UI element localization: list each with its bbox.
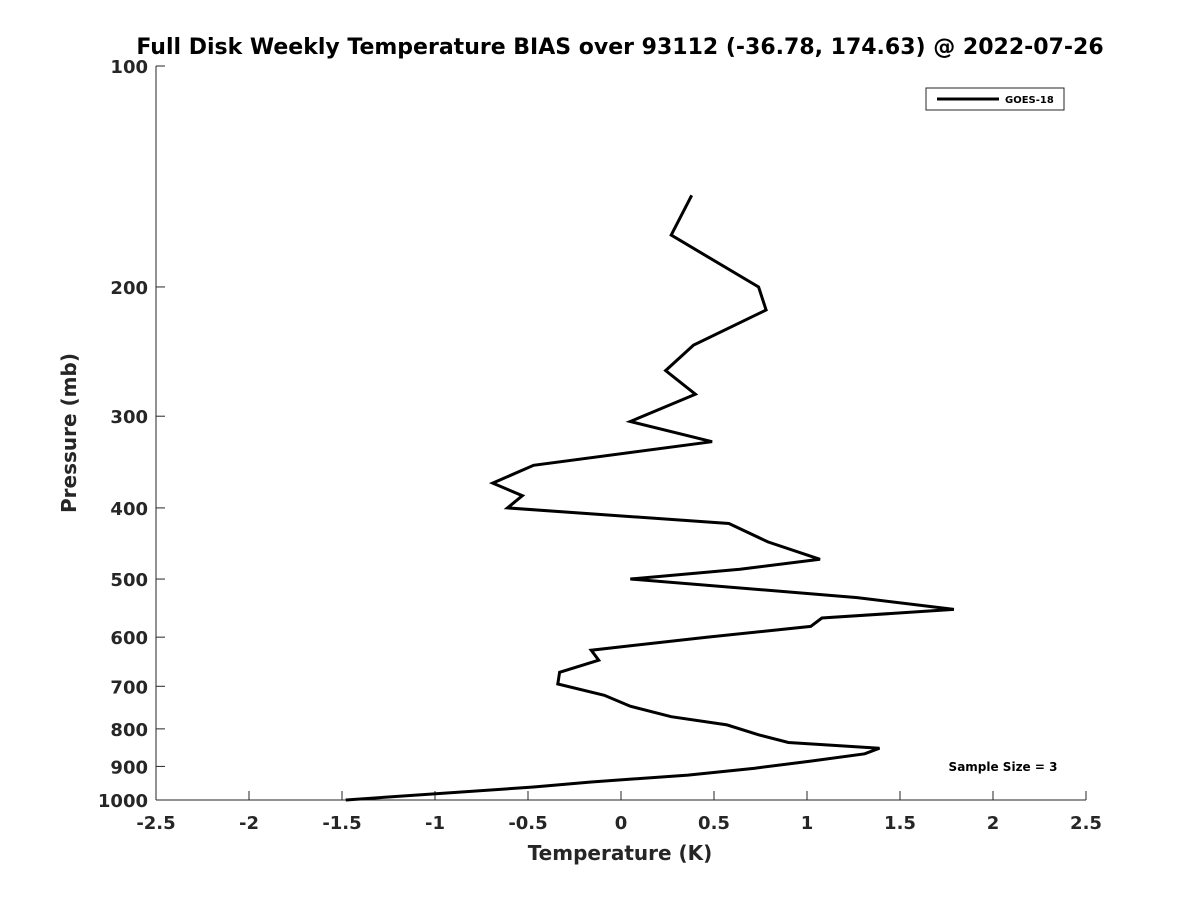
x-tick-label: 2.5 (1070, 813, 1102, 834)
x-tick-label: 2 (987, 813, 1000, 834)
y-tick-label: 100 (110, 57, 148, 78)
y-tick-label: 800 (110, 720, 148, 741)
x-tick-label: 1.5 (884, 813, 916, 834)
y-tick-label: 1000 (98, 791, 148, 812)
x-tick-label: -1.5 (322, 813, 361, 834)
y-tick-label: 900 (110, 757, 148, 778)
x-tick-label: -1 (425, 813, 445, 834)
chart-title: Full Disk Weekly Temperature BIAS over 9… (136, 35, 1103, 60)
y-tick-label: 300 (110, 407, 148, 428)
series-line-goes-18 (345, 194, 955, 802)
y-tick-label: 400 (110, 499, 148, 520)
x-tick-label: 0 (615, 813, 628, 834)
series-layer (345, 194, 955, 802)
sample-size-annotation: Sample Size = 3 (949, 760, 1058, 774)
x-tick-label: -2 (239, 813, 259, 834)
plot-axes (155, 66, 1086, 801)
legend: GOES-18 (925, 87, 1065, 111)
y-axis-label: Pressure (mb) (57, 353, 81, 513)
x-axis-label: Temperature (K) (528, 841, 713, 865)
legend-label: GOES-18 (1005, 95, 1054, 106)
x-axis-ticks: -2.5 -2 -1.5 -1 -0.5 0 0.5 1 1.5 2 2.5 (136, 791, 1102, 834)
y-tick-label: 500 (110, 570, 148, 591)
y-tick-label: 200 (110, 278, 148, 299)
x-tick-label: 1 (801, 813, 814, 834)
x-tick-label: 0.5 (698, 813, 730, 834)
x-tick-label: -2.5 (136, 813, 175, 834)
y-axis-ticks: 100 200 300 400 500 600 700 800 900 1000 (98, 57, 165, 812)
x-tick-label: -0.5 (508, 813, 547, 834)
y-tick-label: 600 (110, 628, 148, 649)
y-tick-label: 700 (110, 677, 148, 698)
